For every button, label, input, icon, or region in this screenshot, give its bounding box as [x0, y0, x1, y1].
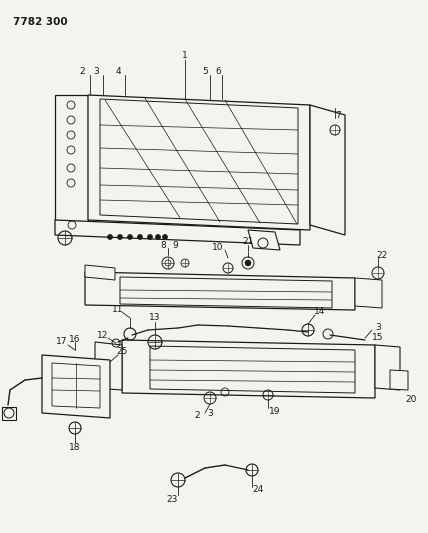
Text: 3: 3	[207, 408, 213, 417]
Polygon shape	[2, 407, 16, 420]
Text: 2: 2	[194, 411, 200, 421]
Text: 9: 9	[172, 240, 178, 249]
Text: 7782 300: 7782 300	[13, 17, 68, 27]
Circle shape	[155, 235, 160, 239]
Text: 6: 6	[215, 68, 221, 77]
Polygon shape	[85, 272, 355, 310]
Circle shape	[128, 235, 133, 239]
Circle shape	[163, 235, 167, 239]
Polygon shape	[122, 340, 375, 398]
Text: 25: 25	[116, 348, 128, 357]
Text: 21: 21	[242, 238, 254, 246]
Text: 12: 12	[97, 330, 109, 340]
Text: 24: 24	[253, 486, 264, 495]
Text: 11: 11	[112, 304, 124, 313]
Polygon shape	[55, 95, 88, 225]
Polygon shape	[248, 230, 280, 250]
Text: 15: 15	[372, 333, 384, 342]
Polygon shape	[375, 345, 400, 390]
Circle shape	[137, 235, 143, 239]
Text: 3: 3	[375, 322, 381, 332]
Text: 8: 8	[160, 240, 166, 249]
Text: 4: 4	[115, 68, 121, 77]
Polygon shape	[100, 99, 298, 224]
Text: 20: 20	[405, 395, 416, 405]
Polygon shape	[355, 278, 382, 308]
Text: 1: 1	[182, 52, 188, 61]
Text: 19: 19	[269, 407, 281, 416]
Text: 23: 23	[166, 495, 178, 504]
Polygon shape	[52, 363, 100, 408]
Text: 14: 14	[314, 308, 326, 317]
Text: 16: 16	[69, 335, 81, 343]
Text: 17: 17	[56, 337, 68, 346]
Circle shape	[118, 235, 122, 239]
Circle shape	[245, 260, 251, 266]
Polygon shape	[120, 277, 332, 308]
Text: 3: 3	[93, 68, 99, 77]
Polygon shape	[95, 342, 122, 390]
Polygon shape	[88, 95, 310, 230]
Polygon shape	[85, 265, 115, 280]
Text: 2: 2	[79, 68, 85, 77]
Circle shape	[107, 235, 113, 239]
Polygon shape	[55, 220, 300, 245]
Polygon shape	[150, 346, 355, 393]
Polygon shape	[42, 355, 110, 418]
Text: 7: 7	[335, 110, 341, 119]
Text: 5: 5	[202, 68, 208, 77]
Text: 22: 22	[376, 251, 388, 260]
Circle shape	[148, 235, 152, 239]
Polygon shape	[390, 370, 408, 390]
Text: 10: 10	[212, 243, 224, 252]
Text: 18: 18	[69, 442, 81, 451]
Text: 13: 13	[149, 313, 161, 322]
Polygon shape	[310, 105, 345, 235]
